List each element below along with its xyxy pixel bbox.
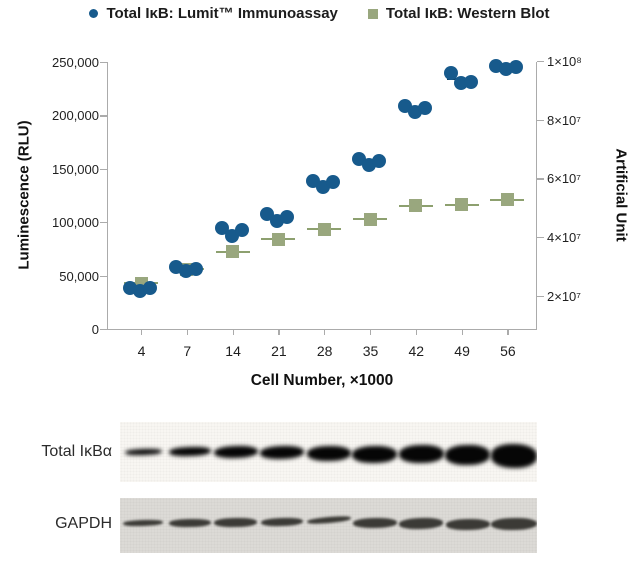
x-axis-tick [461,329,463,335]
x-axis-tick-label: 21 [271,343,287,359]
x-axis-tick [370,329,372,335]
legend-item-westernblot: Total IκB: Western Blot [367,5,550,22]
blot-band [168,445,211,457]
legend-label-westernblot: Total IκB: Western Blot [385,5,550,22]
data-point-lumit [417,100,432,115]
blot-band [490,517,537,531]
data-point-westernblot [500,193,514,207]
data-point-westernblot [363,212,377,226]
y-axis-right-tick-label: 4×10⁷ [547,229,581,245]
blot-band [398,444,444,464]
blot-band [259,444,305,460]
y-axis-left-tick-label: 200,000 [52,108,99,124]
blot-strip-gapdh [120,498,537,553]
y-axis-right-tick [537,178,545,180]
blot-label-total-ikba: Total IκBα [41,443,112,460]
data-point-lumit [214,220,229,235]
x-axis-tick [507,329,509,335]
x-axis-tick-label: 4 [137,343,146,359]
x-axis-title: Cell Number, ×1000 [250,372,394,389]
lumit-circle-marker-icon [89,9,99,18]
y-axis-right-tick-label: 6×10⁷ [547,171,581,187]
y-axis-left-tick-label: 50,000 [59,268,99,284]
data-point-lumit [234,222,249,237]
blot-band [444,444,491,466]
blot-band [168,518,211,528]
blot-band [123,519,164,527]
x-axis-tick [278,329,280,335]
legend-label-lumit: Total IκB: Lumit™ Immunoassay [106,5,338,22]
data-point-lumit [326,175,341,190]
legend-item-lumit: Total IκB: Lumit™ Immunoassay [89,5,338,22]
y-axis-right-tick-label: 1×10⁸ [547,54,582,70]
x-axis-tick-label: 7 [183,343,192,359]
blot-band [490,443,537,469]
data-point-lumit [463,74,478,89]
y-axis-left-tick-label: 250,000 [52,55,99,70]
y-axis-right-title: Artificial Unit [612,148,630,242]
blot-band [398,516,444,530]
data-point-westernblot [226,245,240,259]
data-point-lumit [143,281,157,296]
y-axis-right-tick-label: 8×10⁷ [547,112,581,128]
y-axis-left-tick [100,168,107,171]
y-axis-left-tick [100,222,107,224]
y-axis-left-tick [100,275,107,277]
y-axis-right-line [536,62,538,329]
y-axis-left-tick [100,115,107,117]
blot-band [124,448,162,456]
x-axis-line [107,329,537,331]
blot-band [306,515,351,525]
data-point-westernblot [409,199,423,213]
blot-band [445,518,490,530]
scatter-chart: Luminescence (RLU) Artificial Unit Cell … [15,54,630,389]
y-axis-right-tick [537,295,545,297]
data-point-lumit [188,261,203,276]
blot-band [214,517,258,527]
x-axis-tick [324,329,326,335]
data-point-westernblot [455,198,469,212]
x-axis-tick-label: 14 [225,343,241,359]
x-axis-tick [415,329,418,335]
data-point-lumit [372,153,386,168]
blot-strip-total-ikba [120,422,537,482]
y-axis-right-tick [537,236,545,239]
x-axis-tick [141,329,143,335]
y-axis-right-tick [537,119,545,121]
blot-band [261,517,304,527]
data-point-westernblot [317,222,331,236]
data-point-lumit [280,209,295,224]
blot-band [306,445,351,461]
y-axis-left-tick [100,329,107,331]
data-point-lumit [509,59,524,74]
x-axis-tick-label: 56 [500,343,516,359]
westernblot-square-marker-icon [367,8,378,19]
y-axis-left-tick-label: 0 [91,322,99,337]
blot-band [213,445,259,459]
x-axis-tick-label: 28 [316,343,333,359]
chart-legend: Total IκB: Lumit™ Immunoassay Total IκB:… [0,5,639,22]
y-axis-left-title: Luminescence (RLU) [15,120,33,270]
x-axis-tick-label: 42 [408,343,425,359]
x-axis-tick [186,329,189,335]
blot-band [352,445,398,463]
y-axis-right-tick-label: 2×10⁷ [547,288,581,304]
x-axis-tick-label: 35 [362,343,379,359]
blot-label-gapdh: GAPDH [55,515,112,532]
y-axis-left-tick-label: 150,000 [52,161,99,177]
blot-band [352,517,397,529]
y-axis-left-line [107,62,109,329]
y-axis-left-tick [100,62,107,64]
x-axis-tick [232,329,234,335]
data-point-westernblot [271,232,285,246]
data-point-lumit [443,65,458,80]
y-axis-right-tick [537,61,545,63]
y-axis-left-tick-label: 100,000 [52,215,99,231]
x-axis-tick-label: 49 [454,343,470,359]
